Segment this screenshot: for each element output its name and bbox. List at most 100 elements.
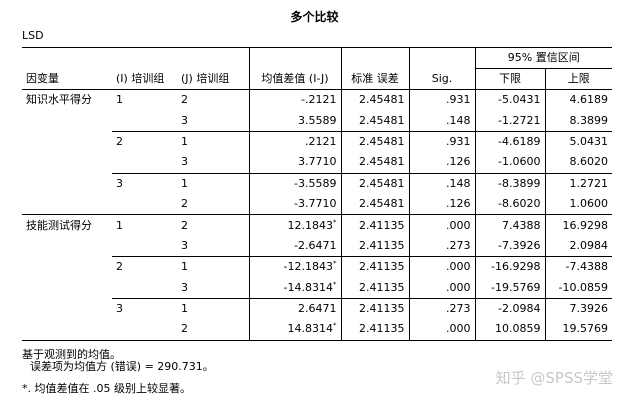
- cell-upper: 4.6189: [544, 89, 613, 111]
- cell-group-j: 1: [177, 172, 249, 194]
- cell-sig: .931: [408, 130, 475, 153]
- cell-dependent: [22, 110, 112, 131]
- cell-mean-diff: .2121: [248, 130, 341, 153]
- cell-group-j: 1: [177, 256, 249, 278]
- table-row: 2 14.8314* 2.41135.000 10.0859 19.5769: [22, 319, 613, 341]
- cell-std-error: 2.41135: [340, 319, 409, 341]
- cell-std-error: 2.45481: [340, 172, 409, 194]
- cell-sig: .126: [408, 152, 475, 174]
- mean-diff-value: -.2121: [301, 93, 337, 107]
- cell-std-error: 2.45481: [340, 89, 409, 111]
- cell-sig: .273: [408, 297, 475, 320]
- cell-mean-diff: -3.7710: [248, 193, 341, 215]
- cell-lower: -8.3899: [474, 172, 545, 194]
- cell-upper: 1.0600: [544, 193, 613, 215]
- footnote-error-term: 误差项为均值方 (错误) = 290.731。: [30, 360, 214, 373]
- header-group-i: (I) 培训组: [116, 72, 165, 85]
- cell-group-j: 1: [177, 130, 249, 153]
- mean-diff-value: -14.8314: [283, 280, 333, 294]
- significance-marker: *: [333, 259, 337, 268]
- cell-sig: .126: [408, 193, 475, 215]
- cell-sig: .000: [408, 277, 475, 299]
- cell-group-i: 1: [112, 214, 177, 236]
- table-row: 3 1 -3.5589 2.45481.148 -8.3899 1.2721: [22, 172, 613, 194]
- significance-marker: *: [333, 280, 337, 289]
- cell-group-i: [112, 236, 177, 257]
- header-upper: 上限: [544, 68, 613, 90]
- table-row: 2 -3.7710 2.45481.126 -8.6020 1.0600: [22, 193, 613, 215]
- header-sig: Sig.: [408, 47, 475, 90]
- cell-group-i: [112, 194, 177, 215]
- cell-lower: -19.5769: [474, 277, 545, 299]
- footnote-basis: 基于观测到的均值。: [22, 348, 121, 361]
- mean-diff-value: 14.8314: [287, 322, 334, 336]
- table-row: 3 -2.6471 2.41135.273 -7.3926 2.0984: [22, 235, 613, 257]
- table-row: 2 1 .2121 2.45481.931 -4.6189 5.0431: [22, 130, 613, 153]
- cell-std-error: 2.45481: [340, 110, 409, 132]
- mean-diff-value: -2.6471: [294, 238, 337, 252]
- mean-diff-value: -3.5589: [294, 176, 337, 190]
- cell-std-error: 2.41135: [340, 256, 409, 278]
- cell-mean-diff: -3.5589: [248, 172, 341, 194]
- header-dependent: 因变量: [26, 72, 59, 85]
- cell-dependent: 知识水平得分: [22, 89, 112, 111]
- cell-lower: 7.4388: [474, 214, 545, 236]
- cell-group-j: 2: [181, 197, 188, 211]
- cell-std-error: 2.45481: [340, 193, 409, 215]
- cell-group-i: [112, 319, 177, 341]
- cell-mean-diff: -14.8314*: [248, 277, 341, 299]
- cell-group-i: 2: [112, 130, 177, 153]
- cell-mean-diff: -.2121: [248, 89, 341, 111]
- cell-dependent: 技能测试得分: [22, 214, 112, 236]
- cell-upper: 1.2721: [544, 172, 613, 194]
- cell-group-j: 3: [181, 280, 188, 294]
- cell-dependent: [22, 319, 112, 341]
- cell-upper: 8.6020: [544, 152, 613, 174]
- cell-sig: .273: [408, 235, 475, 257]
- cell-mean-diff: 12.1843*: [248, 214, 341, 236]
- cell-group-j: 3: [181, 238, 188, 252]
- mean-diff-value: -12.1843: [283, 260, 333, 274]
- cell-upper: 2.0984: [544, 235, 613, 257]
- cell-group-j: 2: [177, 214, 249, 236]
- table-row: 2 1 -12.1843* 2.41135.000 -16.9298 -7.4388: [22, 256, 613, 278]
- cell-std-error: 2.41135: [340, 235, 409, 257]
- header-std-error: 标准 误差: [340, 47, 409, 90]
- header-ci: 95% 置信区间: [474, 47, 613, 69]
- method-label: LSD: [22, 29, 44, 42]
- cell-group-j: 2: [177, 319, 249, 341]
- cell-group-i: 1: [112, 89, 177, 111]
- table-row: 3 3.7710 2.45481.126 -1.0600 8.6020: [22, 152, 613, 174]
- watermark: 知乎 @SPSS学堂: [495, 369, 613, 387]
- cell-std-error: 2.41135: [340, 297, 409, 320]
- header-lower: 下限: [474, 68, 545, 90]
- cell-std-error: 2.41135: [340, 214, 409, 236]
- multiple-comparisons-table: 因变量 (I) 培训组 (J) 培训组 均值差值 (I-J) 标准 误差 Sig…: [22, 47, 613, 341]
- cell-upper: 5.0431: [544, 130, 613, 153]
- cell-std-error: 2.45481: [340, 152, 409, 174]
- table-row: 知识水平得分 1 2 -.2121 2.45481.931 -5.0431 4.6189: [22, 89, 613, 111]
- cell-group-j: 2: [177, 89, 249, 111]
- cell-group-i: 3: [112, 172, 177, 194]
- cell-lower: -16.9298: [474, 256, 545, 278]
- cell-std-error: 2.45481: [340, 130, 409, 153]
- significance-marker: *: [333, 321, 337, 330]
- significance-marker: *: [333, 217, 337, 226]
- cell-upper: 8.3899: [544, 110, 613, 132]
- cell-group-j: 3: [181, 113, 188, 127]
- cell-lower: -2.0984: [474, 297, 545, 320]
- mean-diff-value: 2.6471: [298, 302, 337, 316]
- cell-lower: 10.0859: [474, 319, 545, 341]
- cell-mean-diff: 3.5589: [248, 110, 341, 132]
- cell-lower: -5.0431: [474, 89, 545, 111]
- cell-lower: -7.3926: [474, 235, 545, 257]
- table-row: 3 3.5589 2.45481.148 -1.2721 8.3899: [22, 110, 613, 132]
- cell-sig: .000: [408, 319, 475, 341]
- cell-upper: -10.0859: [544, 277, 613, 299]
- cell-dependent: [22, 236, 112, 257]
- cell-group-i: [112, 110, 177, 131]
- cell-mean-diff: 14.8314*: [248, 319, 341, 341]
- cell-group-j: 1: [177, 297, 249, 320]
- footnote-significance: *. 均值差值在 .05 级别上较显著。: [22, 382, 191, 395]
- cell-lower: -8.6020: [474, 193, 545, 215]
